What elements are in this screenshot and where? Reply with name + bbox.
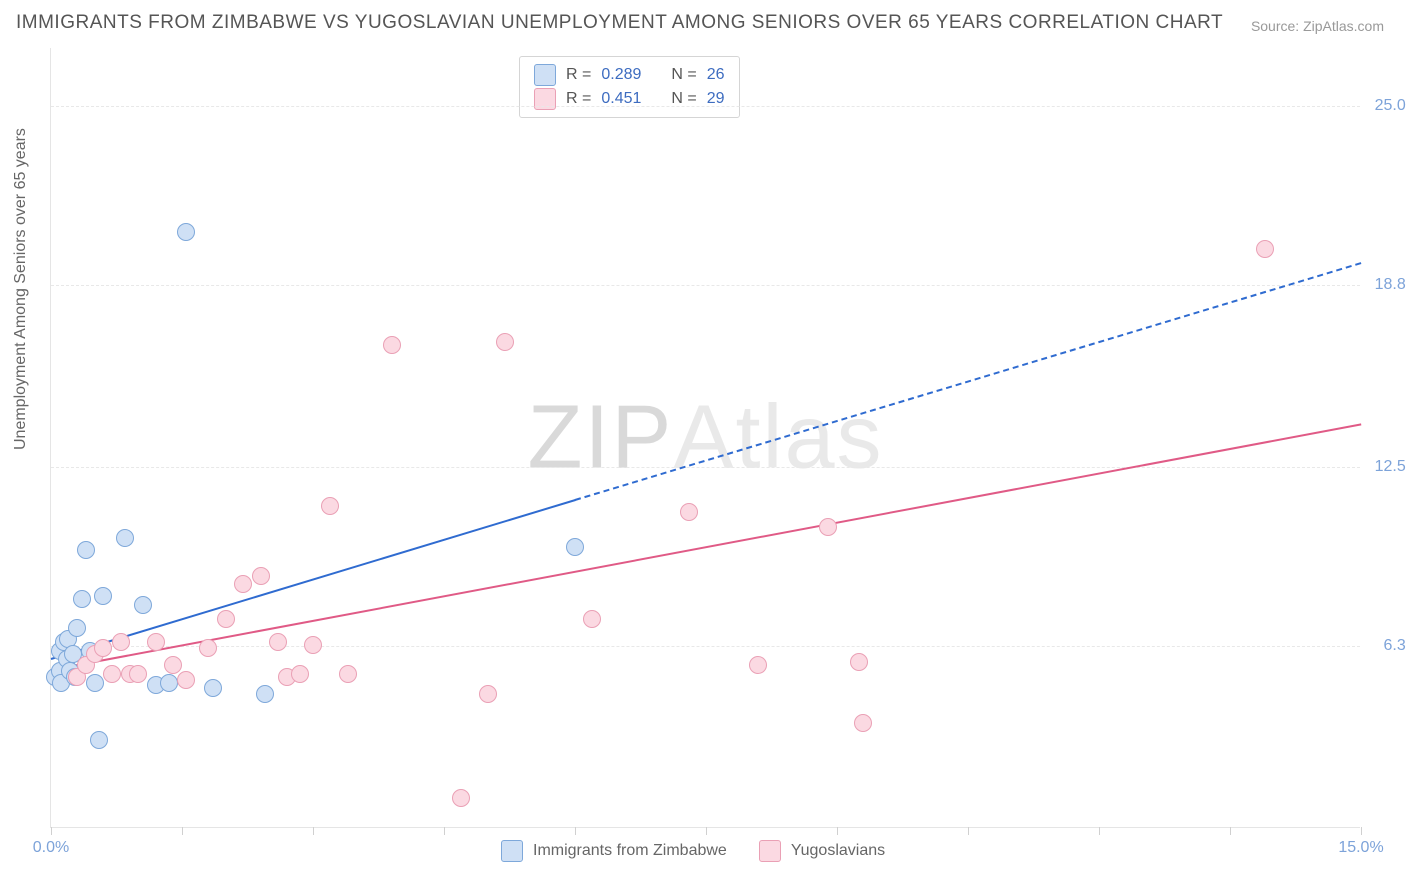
plot-area: ZIPAtlas R = 0.289 N = 26 R = 0.451 N = … [50,48,1360,828]
data-point [164,656,182,674]
x-tick [1230,827,1231,835]
data-point [177,223,195,241]
data-point [256,685,274,703]
x-tick [1099,827,1100,835]
x-tick-label: 0.0% [33,839,69,857]
watermark-bold: ZIP [527,387,673,487]
gridline [51,646,1360,647]
y-tick-label: 12.5% [1364,458,1406,476]
stats-row: R = 0.289 N = 26 [534,63,725,87]
x-tick [444,827,445,835]
x-tick [968,827,969,835]
data-point [90,731,108,749]
series-swatch [759,840,781,862]
data-point [147,633,165,651]
data-point [177,671,195,689]
data-point [160,674,178,692]
gridline [51,467,1360,468]
watermark: ZIPAtlas [527,386,883,489]
chart-title: IMMIGRANTS FROM ZIMBABWE VS YUGOSLAVIAN … [16,12,1223,34]
y-tick-label: 18.8% [1364,276,1406,294]
y-tick-label: 25.0% [1364,97,1406,115]
data-point [854,714,872,732]
stats-row: R = 0.451 N = 29 [534,87,725,111]
data-point [86,674,104,692]
x-tick [1361,827,1362,835]
x-tick [51,827,52,835]
data-point [199,639,217,657]
data-point [129,665,147,683]
x-tick [837,827,838,835]
y-axis-label: Unemployment Among Seniors over 65 years [12,128,30,450]
data-point [252,567,270,585]
data-point [94,639,112,657]
data-point [819,518,837,536]
data-point [234,575,252,593]
legend-item: Immigrants from Zimbabwe [501,840,727,862]
x-tick [706,827,707,835]
data-point [94,587,112,605]
data-point [112,633,130,651]
data-point [479,685,497,703]
data-point [134,596,152,614]
x-tick [182,827,183,835]
data-point [103,665,121,683]
series-swatch [534,64,556,86]
data-point [73,590,91,608]
data-point [116,529,134,547]
x-tick-label: 15.0% [1338,839,1383,857]
trend-line-extrapolated [575,262,1362,501]
legend-item: Yugoslavians [759,840,885,862]
r-value: 0.289 [601,66,641,84]
gridline [51,285,1360,286]
data-point [321,497,339,515]
data-point [383,336,401,354]
data-point [496,333,514,351]
data-point [217,610,235,628]
x-tick [575,827,576,835]
data-point [583,610,601,628]
data-point [680,503,698,521]
data-point [339,665,357,683]
legend-label: Immigrants from Zimbabwe [533,842,727,860]
data-point [1256,240,1274,258]
data-point [850,653,868,671]
data-point [204,679,222,697]
source-attribution: Source: ZipAtlas.com [1251,18,1384,34]
data-point [749,656,767,674]
data-point [291,665,309,683]
data-point [269,633,287,651]
stats-legend: R = 0.289 N = 26 R = 0.451 N = 29 [519,56,740,118]
x-tick [313,827,314,835]
data-point [304,636,322,654]
chart-container: IMMIGRANTS FROM ZIMBABWE VS YUGOSLAVIAN … [0,0,1406,892]
n-label: N = [671,66,696,84]
y-tick-label: 6.3% [1364,637,1406,655]
gridline [51,106,1360,107]
data-point [452,789,470,807]
data-point [566,538,584,556]
series-legend: Immigrants from Zimbabwe Yugoslavians [501,840,885,862]
r-label: R = [566,66,591,84]
legend-label: Yugoslavians [791,842,885,860]
data-point [68,619,86,637]
data-point [77,541,95,559]
series-swatch [501,840,523,862]
n-value: 26 [707,66,725,84]
